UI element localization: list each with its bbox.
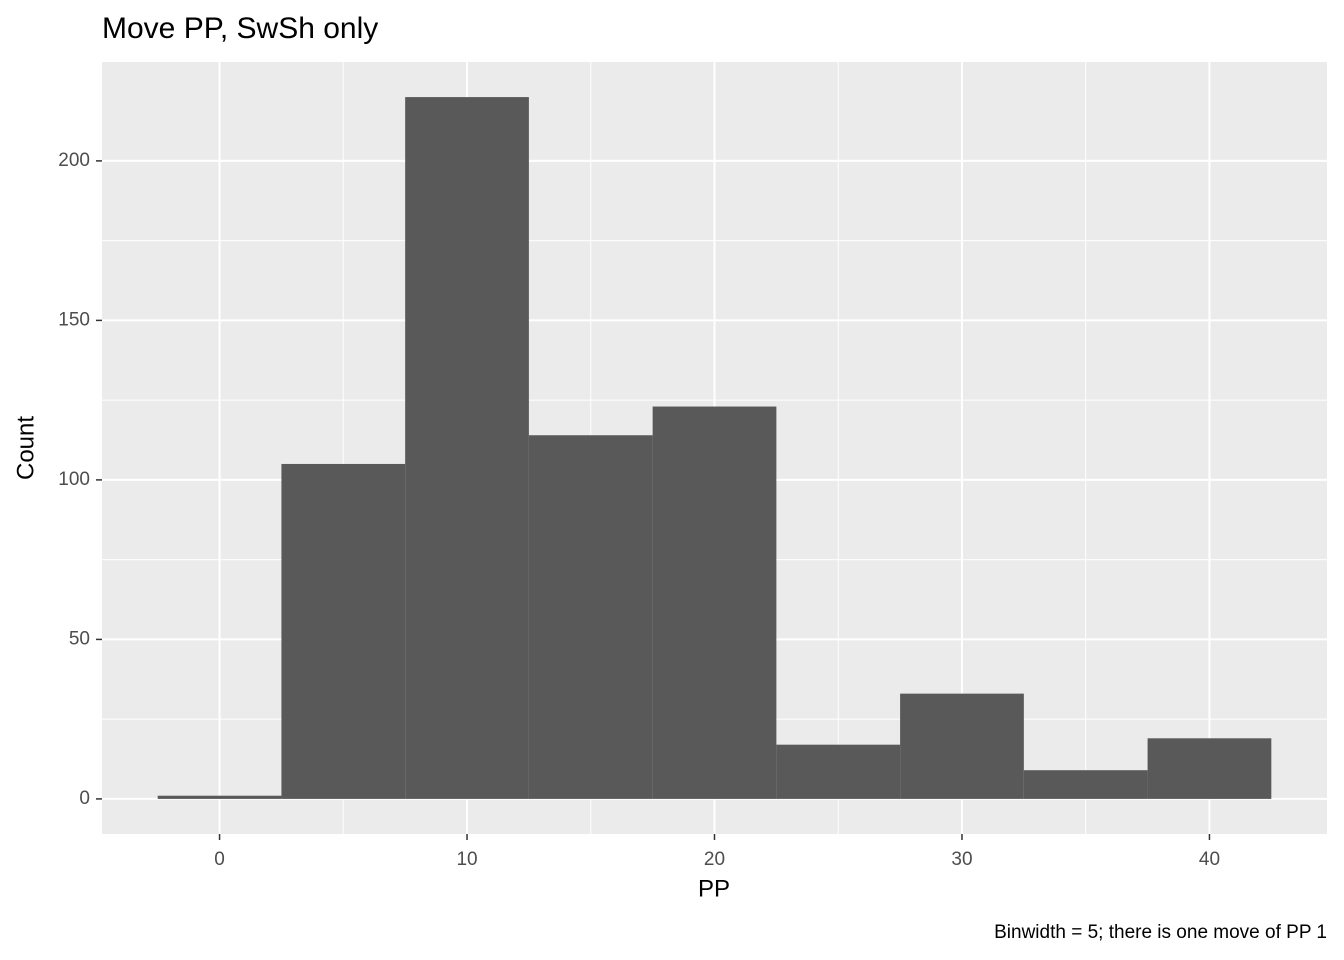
x-tick-label: 40 [1199, 849, 1220, 870]
bars [157, 97, 1272, 799]
bar [1023, 770, 1148, 799]
x-axis-title: PP [698, 875, 730, 902]
y-tick-label: 0 [79, 788, 90, 809]
y-tick-label: 200 [58, 150, 90, 171]
bar [281, 463, 406, 799]
y-tick-label: 150 [58, 309, 90, 330]
x-tick-label: 20 [704, 849, 725, 870]
bar [652, 406, 777, 799]
bar [405, 97, 529, 799]
y-tick-label: 100 [58, 469, 90, 490]
y-axis-title: Count [12, 416, 39, 480]
caption: Binwidth = 5; there is one move of PP 1 [994, 922, 1327, 943]
x-tick-label: 10 [456, 849, 477, 870]
bar [528, 435, 653, 799]
x-tick-label: 30 [951, 849, 972, 870]
y-tick-label: 50 [69, 628, 90, 649]
bar [1147, 738, 1272, 799]
bar [157, 795, 282, 799]
bar [776, 744, 901, 799]
chart-title: Move PP, SwSh only [102, 12, 378, 45]
bar [900, 693, 1024, 799]
x-tick-label: 0 [214, 849, 225, 870]
